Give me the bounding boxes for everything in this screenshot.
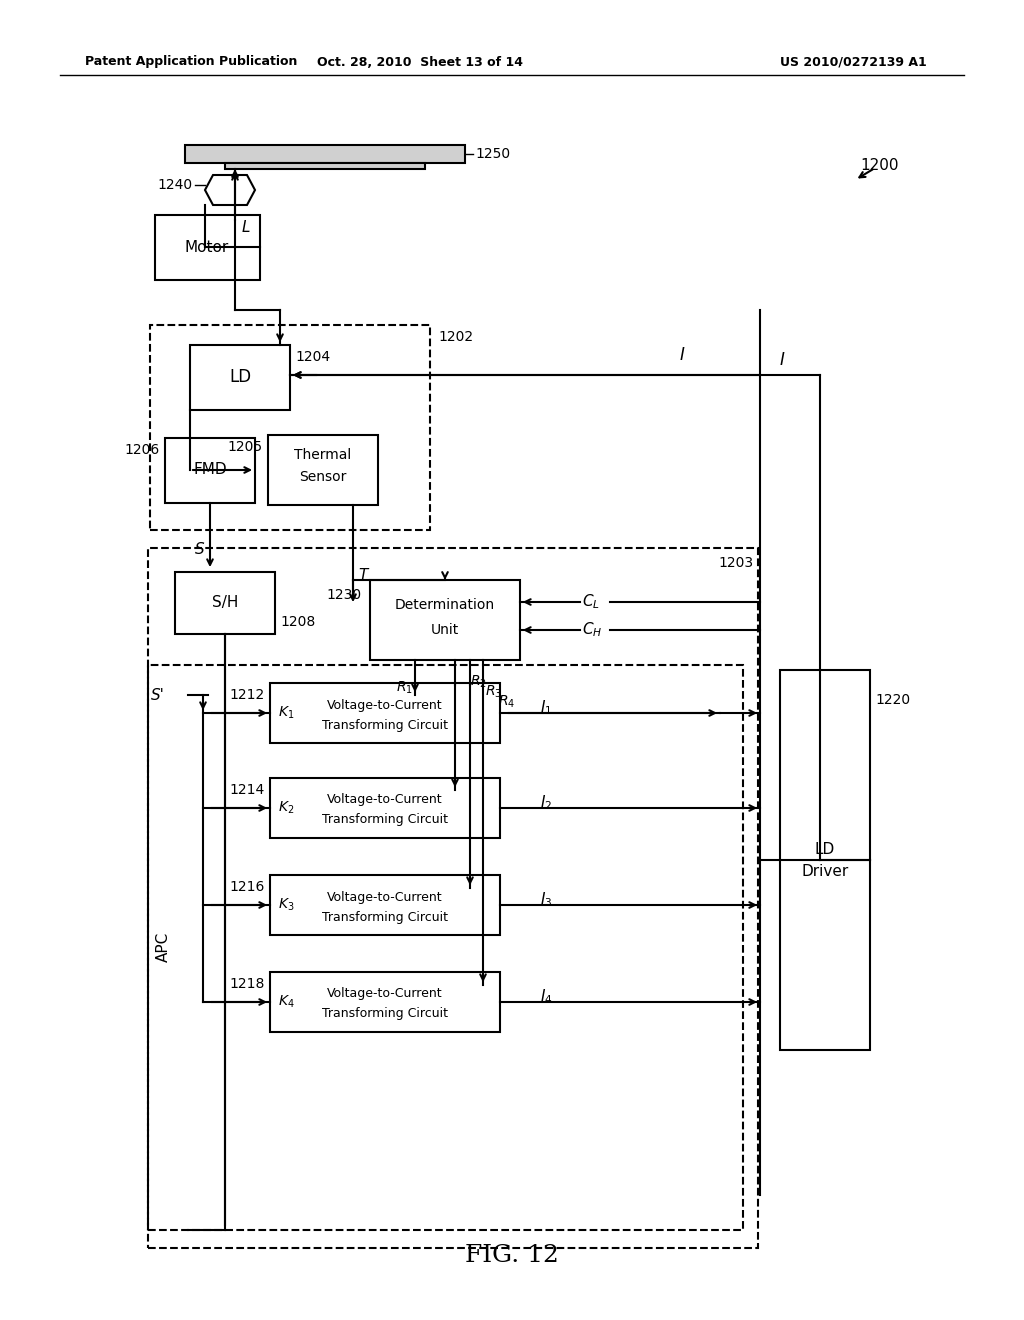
- Bar: [780, 671, 870, 1049]
- Text: Unit: Unit: [431, 623, 459, 638]
- Polygon shape: [225, 162, 425, 169]
- Text: 1208: 1208: [280, 615, 315, 630]
- Text: 1202: 1202: [438, 330, 473, 345]
- Bar: [270, 682, 500, 743]
- Text: Motor: Motor: [185, 239, 229, 255]
- Text: 1200: 1200: [860, 157, 898, 173]
- Text: Voltage-to-Current: Voltage-to-Current: [328, 698, 442, 711]
- Text: Voltage-to-Current: Voltage-to-Current: [328, 891, 442, 903]
- Text: APC: APC: [156, 932, 171, 962]
- Bar: [155, 215, 260, 280]
- Text: FMD: FMD: [194, 462, 226, 478]
- Text: 1220: 1220: [874, 693, 910, 708]
- Text: 1216: 1216: [229, 880, 265, 894]
- Bar: [270, 972, 500, 1032]
- Text: $R_1$: $R_1$: [396, 680, 413, 696]
- Text: FIG. 12: FIG. 12: [465, 1243, 559, 1266]
- Text: $C_H$: $C_H$: [582, 620, 602, 639]
- Text: I: I: [780, 351, 784, 370]
- Text: 1203: 1203: [718, 556, 753, 570]
- Text: 1250: 1250: [475, 147, 510, 161]
- Bar: [270, 875, 500, 935]
- Text: Transforming Circuit: Transforming Circuit: [322, 813, 449, 826]
- Bar: [150, 325, 430, 531]
- Text: Patent Application Publication: Patent Application Publication: [85, 55, 297, 69]
- Text: 1214: 1214: [229, 783, 265, 797]
- Text: Transforming Circuit: Transforming Circuit: [322, 718, 449, 731]
- Text: $C_L$: $C_L$: [582, 593, 600, 611]
- Bar: [148, 665, 743, 1230]
- Text: 1206: 1206: [125, 444, 160, 457]
- Text: $K_3$: $K_3$: [278, 896, 295, 913]
- Text: T: T: [358, 568, 368, 582]
- Polygon shape: [185, 145, 465, 162]
- Bar: [175, 572, 275, 634]
- Text: S/H: S/H: [212, 595, 239, 610]
- Text: Transforming Circuit: Transforming Circuit: [322, 911, 449, 924]
- Text: $K_2$: $K_2$: [278, 800, 294, 816]
- Text: Voltage-to-Current: Voltage-to-Current: [328, 793, 442, 807]
- Text: $K_1$: $K_1$: [278, 705, 294, 721]
- Bar: [165, 438, 255, 503]
- Text: Sensor: Sensor: [299, 470, 347, 484]
- Text: Determination: Determination: [395, 598, 495, 612]
- Text: I: I: [680, 346, 685, 364]
- Text: 1205: 1205: [228, 440, 263, 454]
- Text: 1240: 1240: [158, 178, 193, 191]
- Text: L: L: [242, 220, 251, 235]
- Text: $I_3$: $I_3$: [540, 891, 552, 909]
- Text: 1230: 1230: [327, 587, 362, 602]
- Text: 1218: 1218: [229, 977, 265, 991]
- Bar: [190, 345, 290, 411]
- Text: Transforming Circuit: Transforming Circuit: [322, 1007, 449, 1020]
- Bar: [270, 777, 500, 838]
- Text: $I_4$: $I_4$: [540, 987, 553, 1006]
- Text: US 2010/0272139 A1: US 2010/0272139 A1: [780, 55, 927, 69]
- Bar: [370, 579, 520, 660]
- Text: Driver: Driver: [802, 865, 849, 879]
- Text: Oct. 28, 2010  Sheet 13 of 14: Oct. 28, 2010 Sheet 13 of 14: [317, 55, 523, 69]
- Text: $R_4$: $R_4$: [498, 694, 515, 710]
- Text: $I_1$: $I_1$: [540, 698, 552, 717]
- Text: S: S: [196, 543, 205, 557]
- Text: 1212: 1212: [229, 688, 265, 702]
- Polygon shape: [205, 176, 255, 205]
- Text: $R_3$: $R_3$: [485, 684, 502, 700]
- Text: Voltage-to-Current: Voltage-to-Current: [328, 987, 442, 1001]
- Text: LD: LD: [229, 368, 251, 385]
- Text: 1204: 1204: [295, 350, 330, 364]
- Bar: [148, 548, 758, 1247]
- Text: $I_2$: $I_2$: [540, 793, 552, 812]
- Text: $R_2$: $R_2$: [470, 673, 486, 690]
- Text: $K_4$: $K_4$: [278, 994, 295, 1010]
- Text: Thermal: Thermal: [294, 447, 351, 462]
- Text: LD: LD: [815, 842, 836, 858]
- Bar: [268, 436, 378, 506]
- Text: S': S': [151, 688, 165, 702]
